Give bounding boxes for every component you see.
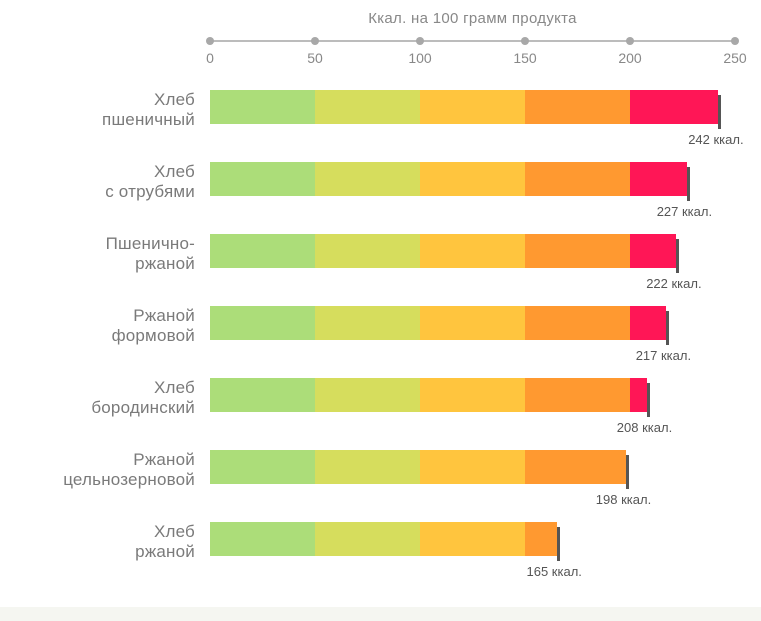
- tick-dot: [626, 37, 634, 45]
- tick-dot: [311, 37, 319, 45]
- bar-value: 198 ккал.: [596, 492, 651, 507]
- bar-segment: [420, 450, 525, 484]
- bar-end-cap: [718, 95, 721, 129]
- bar-end-cap: [647, 383, 650, 417]
- bar-segment: [525, 90, 630, 124]
- tick-label: 100: [405, 50, 435, 66]
- tick-dot: [521, 37, 529, 45]
- bar-value: 217 ккал.: [636, 348, 691, 363]
- bar-segment: [315, 306, 420, 340]
- bar-segment: [525, 522, 557, 556]
- bar-segment: [630, 234, 676, 268]
- bar-end-cap: [676, 239, 679, 273]
- tick-dot: [731, 37, 739, 45]
- bar-segment: [630, 306, 666, 340]
- bar-row: Хлеб пшеничный 242 ккал.: [0, 90, 761, 150]
- bar-segment: [315, 162, 420, 196]
- bar-value: 165 ккал.: [527, 564, 582, 579]
- bar-value: 227 ккал.: [657, 204, 712, 219]
- bar-value: 222 ккал.: [646, 276, 701, 291]
- bar-row: Ржаной формовой 217 ккал.: [0, 306, 761, 366]
- bar-segment: [630, 162, 687, 196]
- bar-segment: [210, 306, 315, 340]
- bar-segment: [210, 162, 315, 196]
- bar-segment: [525, 162, 630, 196]
- bar-row: Пшенично- ржаной 222 ккал.: [0, 234, 761, 294]
- tick-label: 250: [720, 50, 750, 66]
- bar-end-cap: [626, 455, 629, 489]
- bar-label: Пшенично- ржаной: [0, 234, 195, 275]
- bar-segment: [420, 234, 525, 268]
- bar-segment: [315, 234, 420, 268]
- tick-label: 0: [195, 50, 225, 66]
- bar-end-cap: [687, 167, 690, 201]
- bar-segment: [420, 162, 525, 196]
- bar-label: Ржаной формовой: [0, 306, 195, 347]
- bar-segment: [630, 90, 718, 124]
- bar-segment: [420, 306, 525, 340]
- bar-segment: [630, 378, 647, 412]
- bar-row: Хлеб ржаной 165 ккал.: [0, 522, 761, 582]
- bar-value: 242 ккал.: [688, 132, 743, 147]
- bar-segment: [420, 378, 525, 412]
- bar-label: Хлеб пшеничный: [0, 90, 195, 131]
- tick-label: 200: [615, 50, 645, 66]
- bar-end-cap: [666, 311, 669, 345]
- bar-label: Ржаной цельнозерновой: [0, 450, 195, 491]
- bar-segment: [525, 306, 630, 340]
- bar-segment: [525, 234, 630, 268]
- bar-row: Хлеб с отрубями 227 ккал.: [0, 162, 761, 222]
- bar-label: Хлеб с отрубями: [0, 162, 195, 203]
- tick-label: 150: [510, 50, 540, 66]
- bar-label: Хлеб бородинский: [0, 378, 195, 419]
- bar-end-cap: [557, 527, 560, 561]
- tick-dot: [416, 37, 424, 45]
- bar-segment: [315, 90, 420, 124]
- bar-row: Ржаной цельнозерновой 198 ккал.: [0, 450, 761, 510]
- bar-segment: [420, 90, 525, 124]
- axis-line: [210, 40, 735, 42]
- axis-title: Ккал. на 100 грамм продукта: [210, 10, 735, 27]
- bar-segment: [210, 90, 315, 124]
- bar-segment: [315, 522, 420, 556]
- tick-dot: [206, 37, 214, 45]
- bar-segment: [315, 450, 420, 484]
- calorie-bar-chart: Ккал. на 100 грамм продукта 0 50 100 150 200…: [0, 0, 761, 621]
- bar-segment: [420, 522, 525, 556]
- bar-segment: [525, 378, 630, 412]
- bar-segment: [210, 234, 315, 268]
- tick-label: 50: [300, 50, 330, 66]
- bar-segment: [210, 450, 315, 484]
- bar-value: 208 ккал.: [617, 420, 672, 435]
- bar-segment: [210, 522, 315, 556]
- bar-row: Хлеб бородинский 208 ккал.: [0, 378, 761, 438]
- bar-label: Хлеб ржаной: [0, 522, 195, 563]
- footer-strip: [0, 607, 761, 621]
- bar-segment: [210, 378, 315, 412]
- bar-segment: [315, 378, 420, 412]
- bar-segment: [525, 450, 626, 484]
